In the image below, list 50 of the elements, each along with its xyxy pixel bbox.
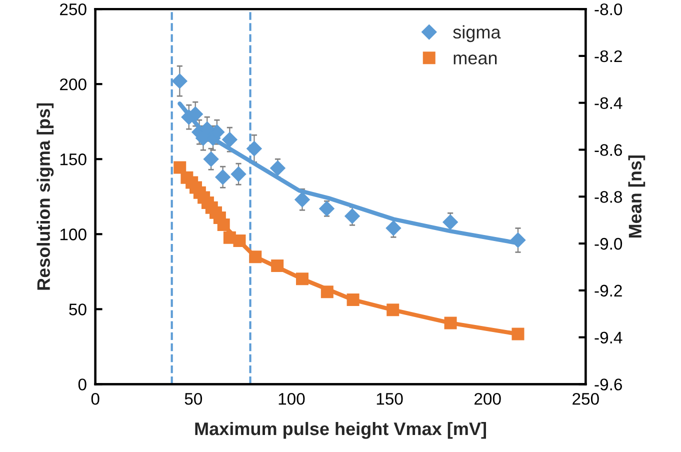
y-tick-label: 100 bbox=[60, 228, 86, 240]
y-tick-label: 0 bbox=[78, 378, 86, 390]
point bbox=[512, 328, 524, 340]
point bbox=[172, 74, 188, 89]
point bbox=[442, 214, 458, 230]
x-tick-label: 200 bbox=[474, 392, 501, 405]
point bbox=[215, 170, 230, 185]
point bbox=[222, 132, 238, 148]
y2-tick-label: -8.4 bbox=[594, 97, 622, 110]
x-tick-label: 50 bbox=[184, 392, 202, 405]
point bbox=[319, 201, 334, 216]
point bbox=[510, 232, 526, 248]
y-tick-label: 50 bbox=[69, 304, 86, 316]
point bbox=[320, 286, 334, 298]
x-tick-label: 250 bbox=[572, 392, 599, 405]
y2-tick-label: -8.8 bbox=[594, 191, 622, 203]
point bbox=[386, 220, 402, 236]
point bbox=[270, 160, 286, 176]
point bbox=[271, 260, 284, 272]
point bbox=[346, 294, 360, 306]
point bbox=[230, 166, 246, 182]
x-tick-label: 150 bbox=[376, 392, 403, 405]
legend-label: mean bbox=[454, 54, 497, 64]
point bbox=[233, 234, 246, 247]
point bbox=[203, 152, 219, 167]
y2-tick-label: -9.6 bbox=[594, 378, 622, 390]
y2-tick-label: -8.2 bbox=[594, 50, 622, 62]
point bbox=[174, 161, 186, 174]
y-tick-label: 250 bbox=[60, 3, 86, 16]
y2-tick-label: -9.0 bbox=[594, 238, 622, 250]
y2-tick-label: -8.0 bbox=[594, 3, 622, 16]
x-tick-label: 0 bbox=[91, 392, 100, 405]
y-tick-label: 200 bbox=[60, 78, 86, 90]
point bbox=[294, 192, 310, 208]
point bbox=[249, 250, 262, 264]
y2-tick-label: -9.4 bbox=[594, 332, 622, 344]
y2-tick-label: -8.6 bbox=[594, 144, 622, 156]
point bbox=[386, 304, 400, 316]
y2-axis-title: Mean [ns] bbox=[628, 155, 646, 238]
x-tick-label: 100 bbox=[278, 392, 305, 405]
legend-label: sigma bbox=[453, 25, 501, 42]
point bbox=[296, 272, 309, 286]
y2-tick-label: -9.2 bbox=[594, 284, 622, 297]
point bbox=[444, 316, 457, 330]
y-axis-title: Resolution sigma [ps] bbox=[36, 103, 54, 290]
x-axis-title: Maximum pulse height Vmax [mV] bbox=[195, 422, 486, 439]
point bbox=[344, 208, 360, 224]
point bbox=[246, 141, 262, 156]
y-tick-label: 150 bbox=[60, 154, 86, 166]
point bbox=[217, 218, 230, 232]
